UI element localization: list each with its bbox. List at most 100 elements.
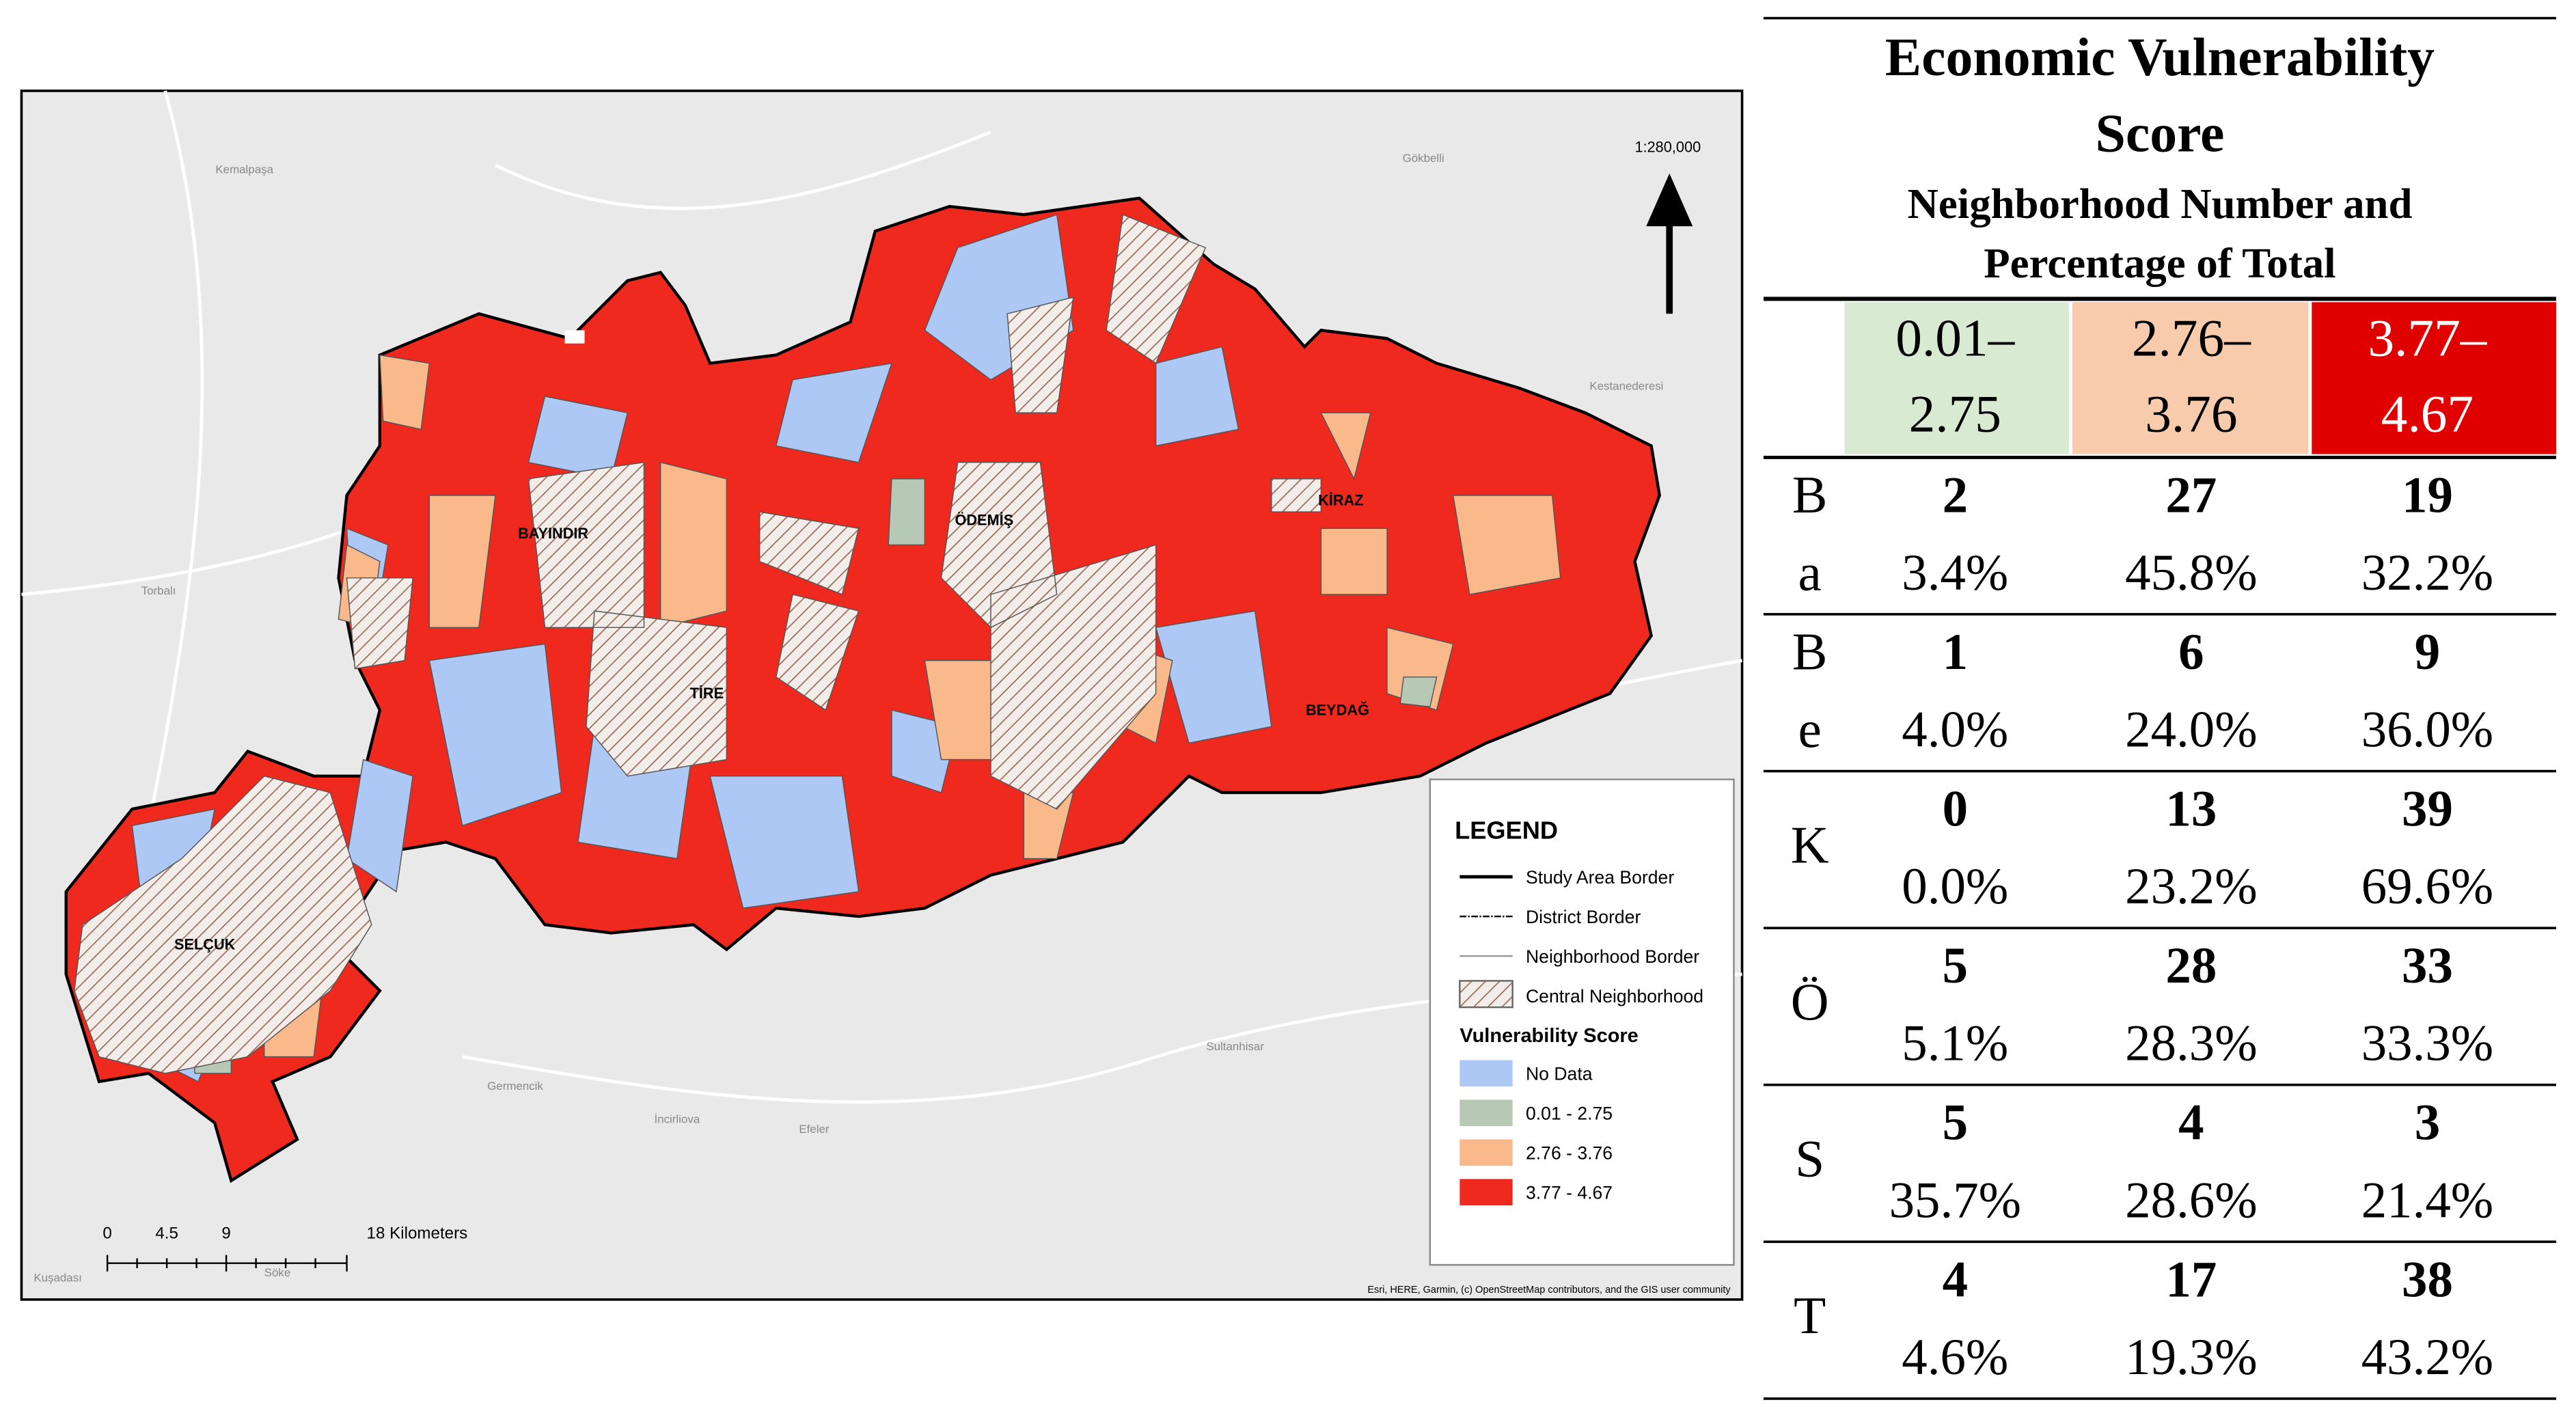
row-label: Ö <box>1791 972 1829 1031</box>
north-arrow <box>1646 173 1693 314</box>
count: 6 <box>2178 624 2204 681</box>
place-name: Kemalpaşa <box>215 163 273 176</box>
row-label: S <box>1795 1129 1824 1188</box>
count: 5 <box>1943 937 1968 994</box>
percent: 32.2% <box>2361 545 2493 601</box>
percent: 19.3% <box>2125 1329 2257 1386</box>
place-names: Kemalpaşa Torbalı Germencik Kuşadası İncirli… <box>33 152 1663 1284</box>
district-label: ÖDEMİŞ <box>955 511 1013 528</box>
row-label: T <box>1794 1286 1826 1345</box>
legend-swatch <box>1460 1060 1513 1087</box>
place-name: Sultanhisar <box>1206 1040 1264 1053</box>
row-label: K <box>1791 815 1829 874</box>
column-header-cell <box>2312 302 2556 454</box>
percent: 43.2% <box>2361 1329 2493 1386</box>
percent: 45.8% <box>2125 545 2257 601</box>
study-area <box>64 196 1661 1183</box>
row-label: B <box>1792 622 1828 681</box>
percent: 35.7% <box>1889 1172 2021 1229</box>
percent: 33.3% <box>2361 1015 2493 1072</box>
count: 28 <box>2165 937 2217 994</box>
percent: 4.0% <box>1902 702 2008 758</box>
column-header-cell <box>1844 302 2070 454</box>
legend-swatch <box>1460 1099 1513 1127</box>
column-header: 3.77– <box>2368 308 2487 367</box>
count: 27 <box>2165 467 2217 523</box>
legend-symbol <box>1459 980 1513 1009</box>
legend-label: No Data <box>1526 1063 1593 1084</box>
attribution: Esri, HERE, Garmin, (c) OpenStreetMap co… <box>1367 1285 1731 1296</box>
column-header: 2.76– <box>2132 308 2251 367</box>
legend-label: 3.77 - 4.67 <box>1526 1182 1613 1203</box>
district-label: BEYDAĞ <box>1306 701 1369 718</box>
legend-label: 0.01 - 2.75 <box>1526 1103 1613 1123</box>
legend-label: Central Neighborhood <box>1526 986 1703 1006</box>
table-title: Economic Vulnerability <box>1885 27 2435 87</box>
place-name: İncirliova <box>654 1112 700 1125</box>
count: 1 <box>1943 624 1968 681</box>
district-label: KİRAZ <box>1318 491 1363 508</box>
legend-label: 2.76 - 3.76 <box>1526 1142 1613 1163</box>
count: 4 <box>2178 1095 2204 1151</box>
count: 0 <box>1943 781 1968 838</box>
percent: 28.6% <box>2125 1172 2257 1229</box>
column-header: 4.67 <box>2381 385 2474 443</box>
count: 33 <box>2402 937 2453 994</box>
count: 4 <box>1943 1251 1968 1308</box>
column-header: 0.01– <box>1895 308 2015 367</box>
place-name: Efeler <box>799 1123 830 1136</box>
place-name: Kestanederesi <box>1589 379 1663 392</box>
count: 3 <box>2415 1095 2440 1151</box>
legend-label: Study Area Border <box>1526 867 1674 888</box>
table-title: Score <box>2095 103 2224 163</box>
table-subtitle: Percentage of Total <box>1984 239 2335 287</box>
district-label: BAYINDIR <box>518 525 588 542</box>
count: 9 <box>2415 624 2440 681</box>
scale-bar-label: 18 Kilometers <box>367 1224 468 1242</box>
percent: 0.0% <box>1902 858 2008 915</box>
percent: 24.0% <box>2125 702 2257 758</box>
scale-bar-line <box>106 1255 348 1272</box>
legend-subtitle: Vulnerability Score <box>1460 1025 1638 1047</box>
percent: 69.6% <box>2361 858 2493 915</box>
scale-bar-label: 0 <box>102 1224 111 1242</box>
scale-bar-label: 9 <box>221 1224 230 1242</box>
blank <box>564 330 585 344</box>
scale-ratio: 1:280,000 <box>1634 138 1701 155</box>
legend-swatch <box>1460 1139 1513 1166</box>
table-subtitle: Neighborhood Number and <box>1907 180 2412 228</box>
count: 2 <box>1943 467 1968 523</box>
scale-bar: 0 4.5 9 18 Kilometers <box>102 1224 468 1272</box>
row-label: a <box>1798 543 1821 602</box>
count: 13 <box>2165 781 2217 838</box>
legend-label: Neighborhood Border <box>1526 946 1699 967</box>
place-name: Torbalı <box>141 584 176 597</box>
scale-bar-label: 4.5 <box>155 1224 178 1242</box>
percent: 4.6% <box>1902 1329 2008 1386</box>
row-label: e <box>1798 700 1821 758</box>
percent: 21.4% <box>2361 1172 2493 1229</box>
table: Economic Vulnerability Score Neighborhood … <box>1763 16 2556 1400</box>
legend-items: LEGEND Study Area Border District Border Ne… <box>1455 817 1703 1206</box>
district-label: SELÇUK <box>174 936 236 953</box>
row-label: B <box>1792 465 1828 524</box>
count: 39 <box>2402 781 2453 838</box>
count: 17 <box>2165 1251 2217 1308</box>
place-name: Kuşadası <box>33 1271 82 1284</box>
count: 38 <box>2402 1251 2453 1308</box>
map: BAYINDIR ÖDEMİŞ KİRAZ TİRE BEYDAĞ SELÇUK Kema… <box>20 90 1744 1301</box>
column-header-cell <box>2072 302 2309 454</box>
percent: 23.2% <box>2125 858 2257 915</box>
percent: 36.0% <box>2361 702 2493 758</box>
percent: 28.3% <box>2125 1015 2257 1072</box>
place-name: Germencik <box>487 1080 543 1093</box>
legend-title: LEGEND <box>1455 817 1558 845</box>
place-name: Söke <box>264 1266 291 1279</box>
column-header: 3.76 <box>2145 385 2237 443</box>
place-name: Gökbelli <box>1403 152 1444 165</box>
column-header: 2.75 <box>1909 385 2001 443</box>
percent: 3.4% <box>1902 545 2008 601</box>
legend-swatch <box>1460 1179 1513 1206</box>
legend-label: District Border <box>1526 907 1641 927</box>
